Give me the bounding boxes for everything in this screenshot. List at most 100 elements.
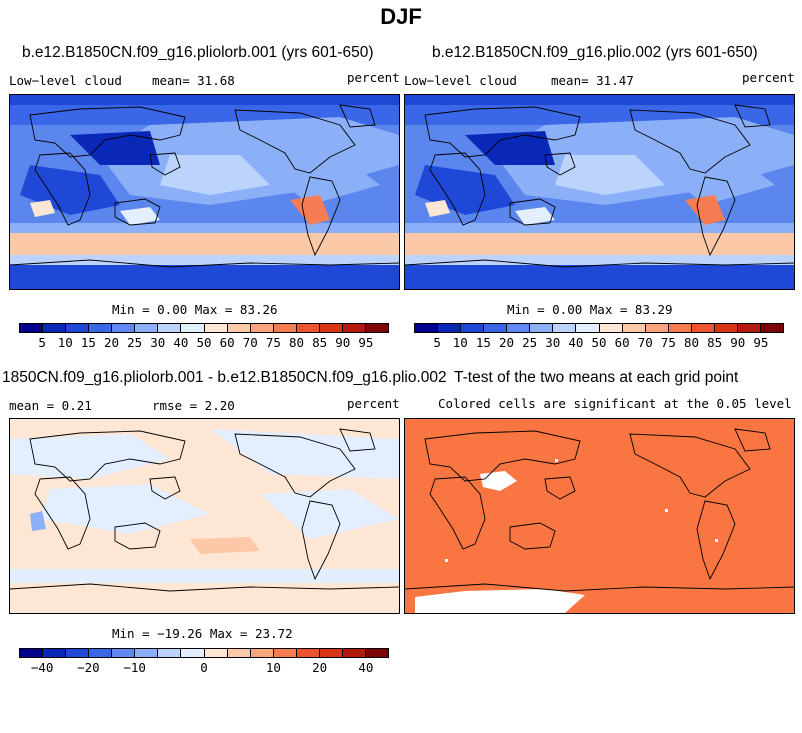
coastline (509, 522, 556, 550)
coastline (34, 152, 91, 226)
colorbar-tick-label: 75 (265, 335, 281, 350)
colorbar-tick-label: 10 (452, 335, 468, 350)
colorbar-tick-label: −20 (77, 660, 100, 675)
colorbar-tick-label: 75 (660, 335, 676, 350)
colorbar-swatch (461, 324, 485, 332)
colorbar-swatch (250, 324, 274, 332)
colorbar-tick-label: 50 (196, 335, 212, 350)
colorbar-swatch (319, 649, 343, 657)
figure-title: DJF (380, 4, 422, 29)
panel1-cloud-field (10, 95, 399, 289)
colorbar-swatch (365, 649, 388, 657)
colorbar-swatch (530, 324, 554, 332)
colorbar-tick-label: 15 (475, 335, 491, 350)
colorbar-swatch (20, 324, 44, 332)
coastline (429, 152, 486, 226)
colorbar-tick-label: 90 (335, 335, 351, 350)
coastline (10, 259, 399, 268)
colorbar-swatch (181, 324, 205, 332)
panel1-title: b.e12.B1850CN.f09_g16.pliolorb.001 (yrs … (22, 44, 374, 61)
panel1-variable: Low−level cloud (9, 73, 122, 88)
colorbar-swatch (553, 324, 577, 332)
colorbar-swatch (645, 324, 669, 332)
colorbar-tick-label: 5 (38, 335, 46, 350)
colorbar-tick-label: 40 (568, 335, 584, 350)
colorbar-swatch (668, 324, 692, 332)
colorbar-tick-label: 25 (127, 335, 143, 350)
colorbar-tick-label: 70 (242, 335, 258, 350)
colorbar-swatch (112, 324, 136, 332)
coastline (149, 476, 181, 500)
panel3-difference-field (10, 419, 399, 613)
colorbar-tick-label: −40 (30, 660, 54, 675)
colorbar-swatch (227, 324, 251, 332)
panel4-title: T-test of the two means at each grid poi… (454, 369, 739, 386)
colorbar-tick-label: 30 (150, 335, 166, 350)
coastline (29, 430, 186, 482)
colorbar-tick-label: 30 (545, 335, 561, 350)
coastline (424, 430, 581, 482)
colorbar-tick-label: 95 (753, 335, 769, 350)
panel4-subtitle: Colored cells are significant at the 0.0… (438, 396, 792, 411)
colorbar-tick-label: 40 (358, 660, 374, 675)
panel3-colorbar (19, 648, 389, 658)
panel1-colorbar-labels: 5 10 15 20 25 30 40 50 60 70 75 80 85 90 95 (19, 335, 389, 351)
panel3-mean: mean = 0.21 (9, 398, 92, 413)
panel2-title: b.e12.B1850CN.f09_g16.plio.002 (yrs 601-… (432, 44, 758, 61)
colorbar-swatch (66, 324, 90, 332)
colorbar-swatch (415, 324, 439, 332)
colorbar-tick-label: 20 (312, 660, 328, 675)
colorbar-tick-label: 10 (265, 660, 281, 675)
colorbar-tick-label: 70 (637, 335, 653, 350)
coastline (696, 500, 736, 581)
coastline (339, 104, 376, 128)
colorbar-swatch (43, 324, 67, 332)
coastline (544, 152, 576, 176)
colorbar-swatch (438, 324, 462, 332)
colorbar-tick-label: −10 (123, 660, 146, 675)
coastline (234, 433, 356, 498)
panel1-minmax: Min = 0.00 Max = 83.26 (112, 302, 278, 317)
panel2-mean: mean= 31.47 (551, 73, 634, 88)
panel3-minmax: Min = −19.26 Max = 23.72 (112, 626, 293, 641)
colorbar-swatch (181, 649, 205, 657)
colorbar-swatch (507, 324, 531, 332)
colorbar-swatch (484, 324, 508, 332)
coastline (34, 476, 91, 550)
colorbar-tick-label: 90 (730, 335, 746, 350)
colorbar-swatch (737, 324, 761, 332)
panel1-colorbar (19, 323, 389, 333)
colorbar-tick-label: 95 (358, 335, 374, 350)
colorbar-tick-label: 40 (173, 335, 189, 350)
panel2-units: percent (742, 70, 795, 85)
colorbar-swatch (135, 324, 159, 332)
colorbar-swatch (227, 649, 251, 657)
colorbar-tick-label: 80 (683, 335, 700, 350)
coastline (629, 109, 751, 174)
panel3-map (9, 418, 400, 614)
coastline (114, 522, 161, 550)
colorbar-swatch (66, 649, 90, 657)
colorbar-tick-label: 15 (80, 335, 96, 350)
colorbar-swatch (760, 324, 783, 332)
colorbar-tick-label: 60 (614, 335, 630, 350)
colorbar-tick-label: 85 (312, 335, 328, 350)
colorbar-swatch (691, 324, 715, 332)
panel2-colorbar (414, 323, 784, 333)
panel2-minmax: Min = 0.00 Max = 83.29 (507, 302, 673, 317)
colorbar-swatch (204, 324, 228, 332)
colorbar-swatch (89, 649, 113, 657)
colorbar-swatch (365, 324, 388, 332)
coastline (544, 476, 576, 500)
coastline (29, 106, 186, 158)
panel1-units: percent (347, 70, 400, 85)
coastline (629, 433, 751, 498)
colorbar-tick-label: 80 (288, 335, 305, 350)
coastline (301, 176, 341, 257)
colorbar-tick-label: 5 (433, 335, 441, 350)
colorbar-tick-label: 85 (707, 335, 723, 350)
colorbar-swatch (135, 649, 159, 657)
coastline (114, 198, 161, 226)
colorbar-swatch (296, 324, 320, 332)
coastline (734, 428, 771, 452)
